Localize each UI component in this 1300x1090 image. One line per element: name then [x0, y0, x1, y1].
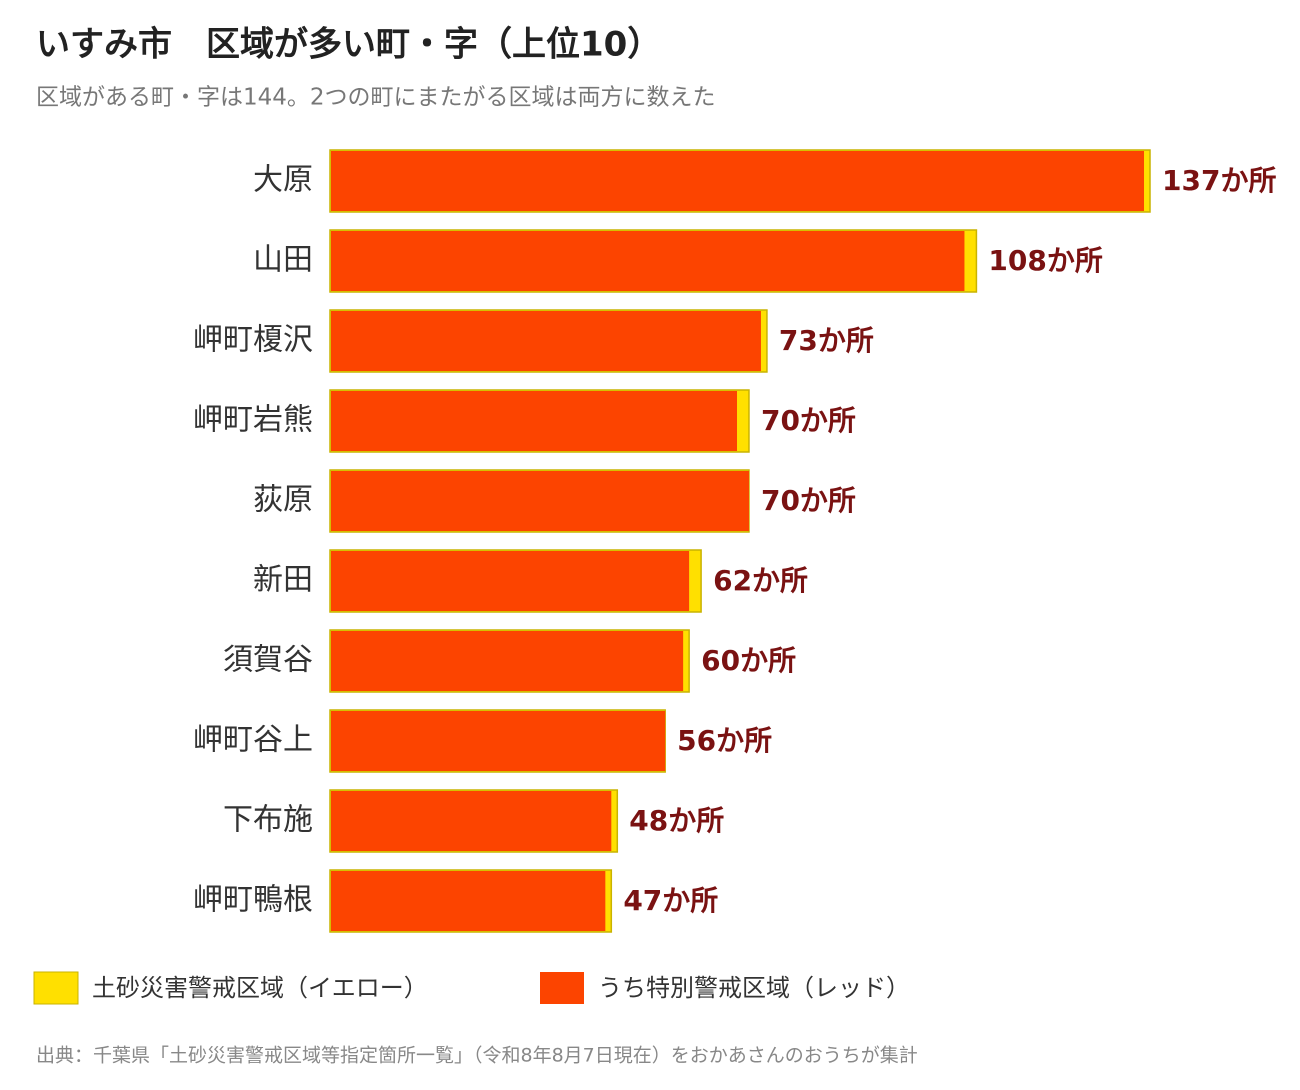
value-label: 60か所 — [701, 644, 796, 677]
legend-label: 土砂災害警戒区域（イエロー） — [92, 974, 428, 1002]
value-label: 70か所 — [761, 484, 856, 517]
bar-red — [331, 631, 684, 691]
bar-red — [331, 471, 749, 531]
legend-label: うち特別警戒区域（レッド） — [598, 974, 910, 1002]
category-label: 岬町鴨根 — [193, 883, 313, 918]
value-label: 73か所 — [779, 324, 874, 357]
value-label: 62か所 — [713, 564, 808, 597]
chart-title: いすみ市 区域が多い町・字（上位10） — [36, 25, 661, 65]
value-label: 48か所 — [629, 804, 724, 837]
bar-red — [331, 871, 606, 931]
category-label: 荻原 — [253, 483, 313, 518]
category-label: 須賀谷 — [223, 643, 313, 678]
value-label: 137か所 — [1162, 164, 1276, 197]
category-label: 山田 — [253, 243, 313, 278]
value-label: 47か所 — [623, 884, 718, 917]
category-label: 岬町榎沢 — [193, 323, 313, 358]
legend-swatch — [540, 972, 584, 1004]
bar-red — [331, 311, 761, 371]
bar-red — [331, 151, 1145, 211]
category-label: 下布施 — [223, 803, 313, 838]
category-label: 新田 — [253, 563, 313, 598]
value-label: 108か所 — [988, 244, 1102, 277]
bar-red — [331, 711, 666, 771]
legend-swatch — [33, 971, 79, 1005]
category-label: 岬町岩熊 — [193, 403, 313, 438]
chart-subtitle: 区域がある町・字は144。2つの町にまたがる区域は両方に数えた — [36, 85, 716, 111]
source-note: 出典：千葉県「土砂災害警戒区域等指定箇所一覧」（令和8年8月7日現在）をおかあさ… — [36, 1045, 918, 1067]
value-label: 70か所 — [761, 404, 856, 437]
bar-red — [331, 791, 612, 851]
category-label: 大原 — [253, 163, 313, 198]
category-label: 岬町谷上 — [193, 723, 313, 758]
bar-red — [331, 551, 690, 611]
bar-red — [331, 391, 738, 451]
bar-red — [331, 231, 965, 291]
value-label: 56か所 — [677, 724, 772, 757]
